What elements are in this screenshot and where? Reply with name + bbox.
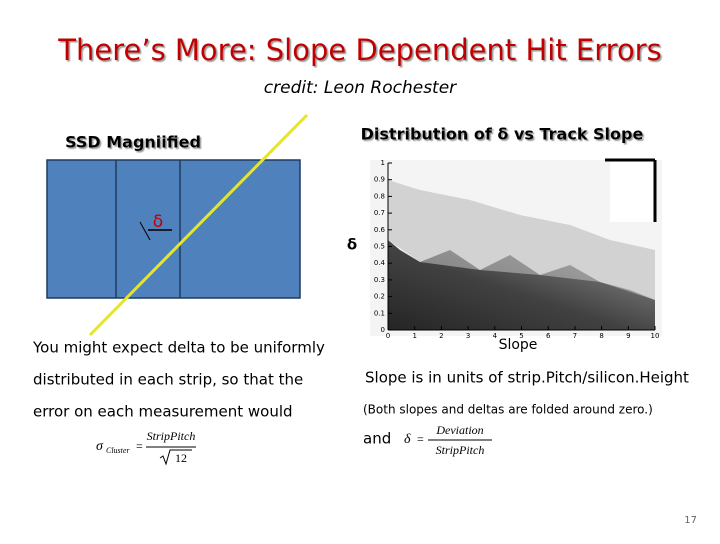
ssd [46,159,301,299]
x-tick-label: 8 [599,332,603,340]
y-tick-label: 0.5 [374,243,385,251]
formula-denominator: 12 [175,451,187,465]
x-tick-label: 1 [412,332,416,340]
x-tick-label: 10 [651,332,660,340]
x-tick-label: 5 [519,332,523,340]
y-tick-label: 0.9 [374,176,385,184]
y-tick-label: 0.8 [374,192,385,200]
formula-numerator: StripPitch [147,429,196,443]
y-tick-label: 0.6 [374,226,386,234]
stat-box [610,160,655,222]
page-number: 17 [684,515,697,526]
text-line: and [363,430,391,448]
y-tick-label: 1 [381,159,385,167]
formula-numerator: Deviation [435,423,483,437]
y-tick-label: 0 [381,326,385,334]
scatter-density [388,180,655,330]
x-tick-label: 0 [386,332,390,340]
text-line: Slope is in units of strip.Pitch/silicon… [365,369,689,387]
y-label: δ [347,236,357,254]
formula-eq: = [136,439,143,453]
diagram-label: SSD Magniified [65,133,201,152]
x-tick-label: 9 [626,332,630,340]
formula-eq: = [417,432,424,446]
track [88,113,309,337]
text-line: (Both slopes and deltas are folded aroun… [363,403,653,417]
formula-subscript: Cluster [106,446,130,455]
text-line: You might expect delta to be uniformly [32,339,325,357]
y-tick-label: 0.3 [374,276,385,284]
x-tick-label: 4 [493,332,498,340]
y-tick-label: 0.2 [374,293,385,301]
y-tick-label: 0.1 [374,309,385,317]
radical [159,449,192,466]
x-tick-label: 7 [573,332,577,340]
y-tick-label: 0.7 [374,209,385,217]
y-tick-label: 0.4 [374,259,386,267]
normal [139,221,151,241]
credit: credit: Leon Rochester [264,78,457,98]
formula-symbol: σ [96,439,104,454]
title: There’s More: Slope Dependent Hit Errors [57,33,661,67]
x-tick-label: 6 [546,332,551,340]
plot-title: Distribution of δ vs Track Slope [361,125,644,144]
formula-denominator: StripPitch [436,443,485,457]
delta-symbol: δ [153,212,163,232]
x-label: Slope [499,337,538,353]
text-line: distributed in each strip, so that the [33,371,303,389]
text-line: error on each measurement would [33,403,293,421]
formula-symbol: δ [404,432,411,447]
x-tick-label: 2 [439,332,443,340]
x-tick-label: 3 [466,332,470,340]
